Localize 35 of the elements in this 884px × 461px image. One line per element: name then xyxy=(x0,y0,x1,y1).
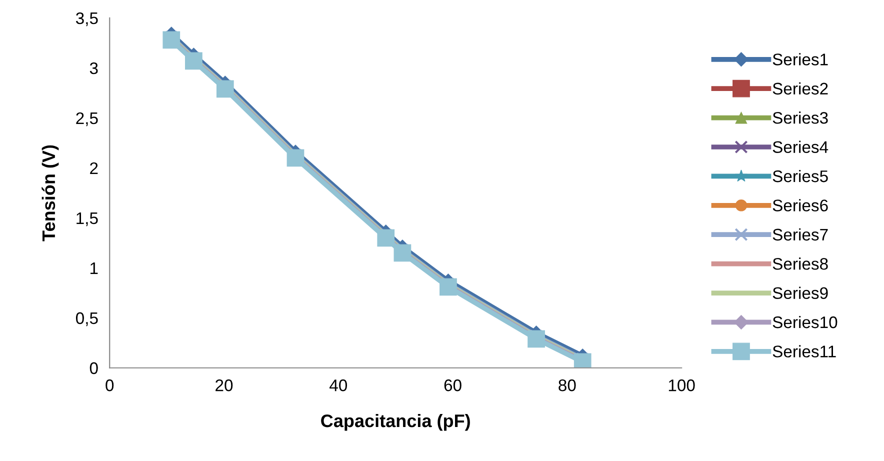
point xyxy=(216,80,234,98)
legend-label: Series3 xyxy=(772,112,828,124)
y-tick-label: 3 xyxy=(90,62,98,74)
legend-label: Series6 xyxy=(772,199,828,212)
legend-label: Series1 xyxy=(772,53,828,66)
point xyxy=(440,278,457,296)
y-tick-label: 1 xyxy=(90,262,98,274)
legend-label: Series5 xyxy=(772,170,828,182)
x-tick-label: 100 xyxy=(668,379,695,392)
y-axis-title: Tensión (V) xyxy=(42,145,59,242)
y-tick-label: 0,5 xyxy=(76,312,98,326)
point xyxy=(286,149,304,167)
legend-label: Series9 xyxy=(772,286,828,300)
legend-label: Series11 xyxy=(772,345,836,358)
point xyxy=(528,330,545,348)
legend-label: Series4 xyxy=(772,140,828,153)
legend-label: Series7 xyxy=(772,228,828,241)
y-tick-label: 1,5 xyxy=(76,212,98,226)
point xyxy=(162,31,180,49)
x-tick-label: 20 xyxy=(216,379,233,392)
y-tick-label: 2 xyxy=(90,162,98,174)
x-axis-title: Capacitancia (pF) xyxy=(321,414,470,431)
y-tick-label: 3,5 xyxy=(76,12,98,26)
legend-label: Series8 xyxy=(772,258,828,270)
x-tick-label: 40 xyxy=(330,379,348,392)
x-tick-label: 80 xyxy=(558,379,576,392)
legend-label: Series10 xyxy=(772,316,838,328)
y-tick-label: 0 xyxy=(90,362,98,374)
x-tick-label: 0 xyxy=(106,379,114,392)
point xyxy=(185,52,202,70)
point xyxy=(377,229,395,247)
legend-label: Series2 xyxy=(772,82,828,95)
x-tick-label: 60 xyxy=(444,379,462,392)
point xyxy=(394,244,412,262)
y-tick-label: 2,5 xyxy=(76,112,98,126)
